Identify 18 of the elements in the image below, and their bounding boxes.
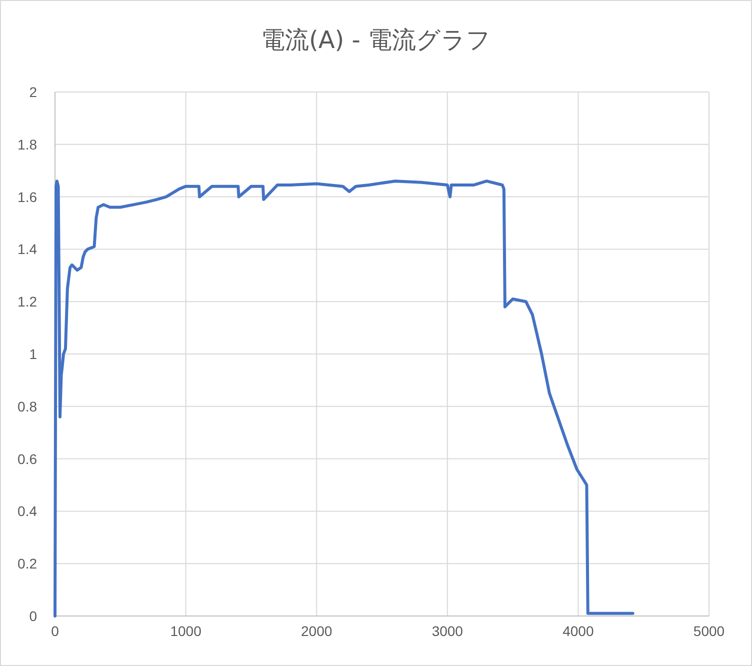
y-tick-label: 0.6: [18, 450, 38, 467]
x-tick-label: 3000: [432, 623, 464, 639]
x-tick-label: 4000: [562, 623, 594, 639]
y-tick-label: 0: [29, 608, 38, 624]
y-tick-label: 1.2: [18, 294, 38, 310]
y-tick-label: 1.6: [18, 188, 38, 205]
x-tick-label: 5000: [693, 623, 725, 639]
y-tick-label: 1: [29, 346, 38, 362]
x-tick-label: 0: [51, 623, 60, 639]
y-tick-label: 0.2: [18, 556, 38, 572]
chart-title: 電流(A) - 電流グラフ: [260, 26, 492, 54]
y-tick-label: 0.8: [18, 398, 38, 414]
x-tick-label: 1000: [170, 623, 202, 639]
x-tick-label: 2000: [301, 623, 332, 639]
y-tick-label: 1.4: [18, 241, 38, 258]
y-tick-label: 1.8: [18, 136, 38, 152]
y-tick-label: 0.4: [18, 503, 38, 520]
y-tick-label: 2: [29, 84, 38, 100]
